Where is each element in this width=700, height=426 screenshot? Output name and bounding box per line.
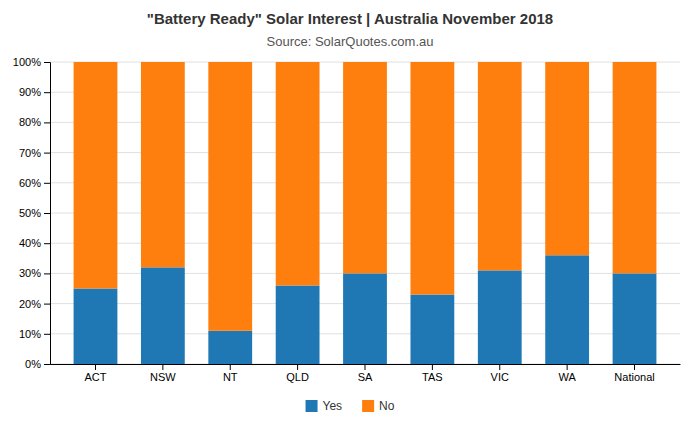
bar xyxy=(410,62,454,295)
legend-swatch xyxy=(306,400,318,412)
tick-label: 90% xyxy=(19,86,41,98)
tick-label: 10% xyxy=(19,328,41,340)
tick-mark xyxy=(432,364,433,370)
tick-mark xyxy=(297,364,298,370)
tick-mark xyxy=(44,334,50,335)
legend-label: No xyxy=(379,399,395,413)
tick-mark xyxy=(44,62,50,63)
tick: 40% xyxy=(19,237,50,249)
bar xyxy=(141,267,185,364)
x-axis: ACT NSW NT QLD SA TAS VIC WA National xyxy=(51,364,681,383)
tick-mark xyxy=(230,364,231,370)
legend-label: Yes xyxy=(323,399,343,413)
tick: 90% xyxy=(19,86,50,98)
bar xyxy=(74,289,118,365)
tick: 30% xyxy=(19,267,50,279)
tick: 60% xyxy=(19,177,50,189)
legend-swatch xyxy=(362,400,374,412)
tick-label: 40% xyxy=(19,237,41,249)
bar xyxy=(141,62,185,267)
tick-mark xyxy=(95,364,96,370)
title: "Battery Ready" Solar Interest | Austral… xyxy=(147,10,553,27)
series xyxy=(74,62,657,331)
tick: ACT xyxy=(84,364,106,383)
tick-mark xyxy=(44,92,50,93)
tick-label: TAS xyxy=(422,371,443,383)
tick-mark xyxy=(162,364,163,370)
tick: 50% xyxy=(19,207,50,219)
bar xyxy=(613,273,657,364)
axis-line xyxy=(44,63,51,365)
plot: ACT NSW NT QLD SA TAS VIC WA National 0% 10% 20% 30%… xyxy=(13,56,681,383)
tick-mark xyxy=(44,153,50,154)
tick-mark xyxy=(44,364,50,365)
tick: 100% xyxy=(13,56,50,68)
tick-mark xyxy=(634,364,635,370)
tick-label: 50% xyxy=(19,207,41,219)
tick-mark xyxy=(44,122,50,123)
tick-label: 100% xyxy=(13,56,41,68)
tick-label: WA xyxy=(558,371,576,383)
tick-label: 30% xyxy=(19,267,41,279)
bar xyxy=(478,270,522,364)
tick-mark xyxy=(44,273,50,274)
bar xyxy=(545,255,589,364)
tick: National xyxy=(614,364,654,383)
legend-item: Yes xyxy=(306,399,343,413)
subtitle: Source: SolarQuotes.com.au xyxy=(267,34,434,49)
tick: VIC xyxy=(491,364,509,383)
tick: TAS xyxy=(422,364,443,383)
tick-label: 60% xyxy=(19,177,41,189)
tick-label: 20% xyxy=(19,298,41,310)
tick-mark xyxy=(44,243,50,244)
bar xyxy=(343,62,387,273)
tick-mark xyxy=(44,213,50,214)
bar xyxy=(276,285,320,364)
tick-label: SA xyxy=(358,371,373,383)
tick-label: 70% xyxy=(19,147,41,159)
tick: 80% xyxy=(19,116,50,128)
tick: 0% xyxy=(25,358,50,370)
tick-label: NT xyxy=(223,371,238,383)
tick-mark xyxy=(567,364,568,370)
tick-label: QLD xyxy=(286,371,309,383)
legend-item: No xyxy=(362,399,395,413)
bar xyxy=(343,273,387,364)
bar xyxy=(208,62,252,331)
tick: NT xyxy=(223,364,238,383)
legend: Yes No xyxy=(306,399,395,413)
tick: 10% xyxy=(19,328,50,340)
tick: SA xyxy=(358,364,373,383)
tick-mark xyxy=(365,364,366,370)
tick-mark xyxy=(44,304,50,305)
tick-label: 0% xyxy=(25,358,41,370)
bar xyxy=(613,62,657,273)
bar xyxy=(410,295,454,364)
bar xyxy=(276,62,320,285)
grid xyxy=(50,62,680,364)
bars xyxy=(74,62,657,364)
bar xyxy=(478,62,522,270)
bar xyxy=(545,62,589,255)
y-axis: 0% 10% 20% 30% 40% 50% 60% 70% 80% 90% 100% xyxy=(13,56,51,370)
tick: 70% xyxy=(19,147,50,159)
tick-label: NSW xyxy=(150,371,176,383)
tick-label: 80% xyxy=(19,116,41,128)
tick: WA xyxy=(558,364,576,383)
bar xyxy=(208,331,252,364)
tick: QLD xyxy=(286,364,309,383)
bar xyxy=(74,62,118,289)
tick-label: ACT xyxy=(84,371,106,383)
tick-mark xyxy=(44,183,50,184)
tick-mark xyxy=(499,364,500,370)
tick: 20% xyxy=(19,298,50,310)
chart: ACT NSW NT QLD SA TAS VIC WA National 0% 10% 20% 30%… xyxy=(0,0,700,426)
tick: NSW xyxy=(150,364,176,383)
tick-label: VIC xyxy=(491,371,509,383)
tick-label: National xyxy=(614,371,654,383)
